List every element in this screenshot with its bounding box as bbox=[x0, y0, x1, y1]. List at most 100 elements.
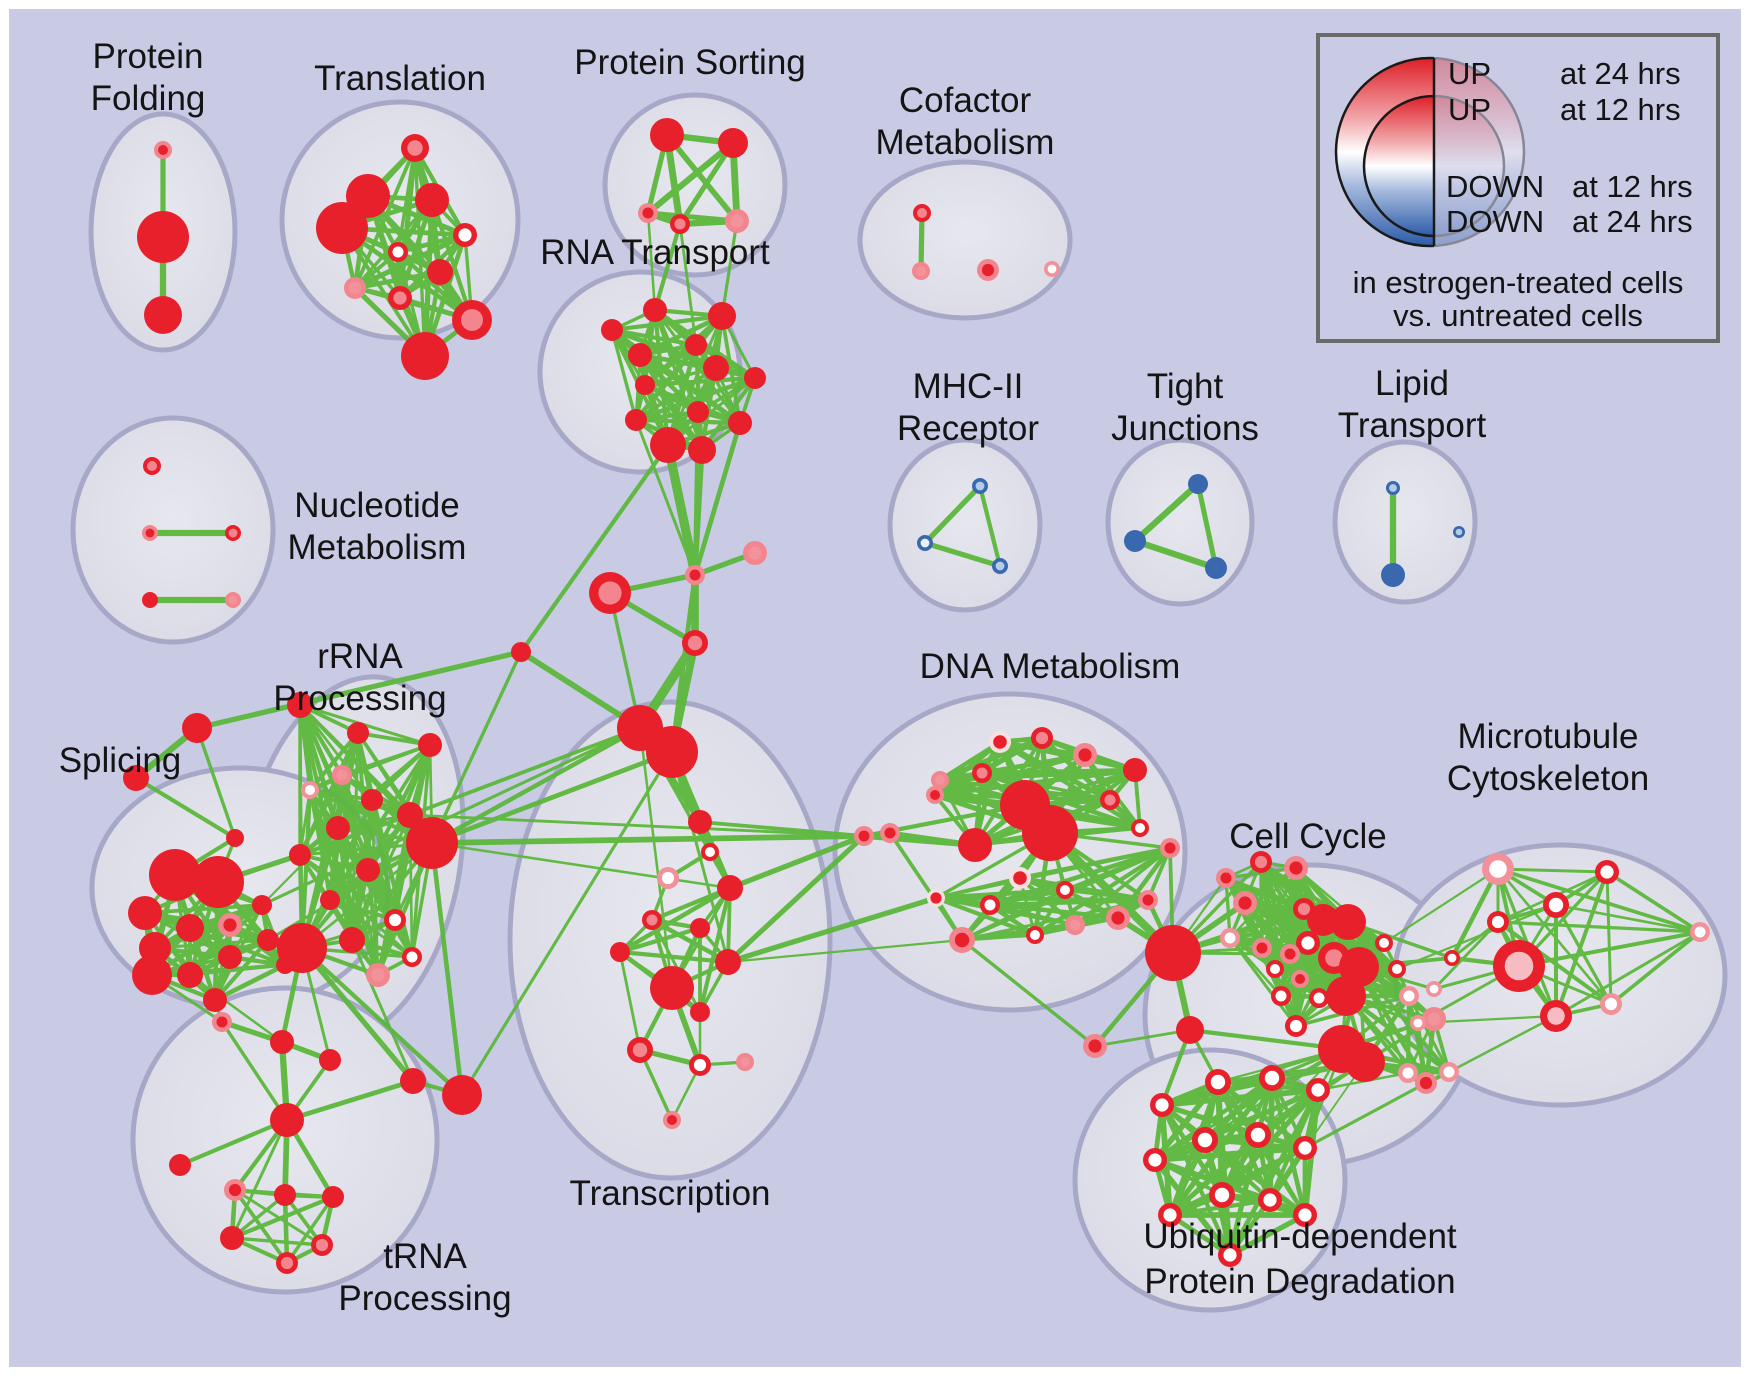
network-node-outer bbox=[361, 789, 383, 811]
network-node-inner bbox=[916, 266, 926, 276]
network-node-outer bbox=[144, 296, 182, 334]
network-edge bbox=[518, 442, 671, 655]
network-edge bbox=[430, 650, 523, 845]
network-edge bbox=[1131, 537, 1220, 572]
network-edge bbox=[646, 211, 657, 312]
network-edge bbox=[1152, 1145, 1308, 1163]
network-edge bbox=[1303, 1081, 1428, 1150]
network-node-inner bbox=[406, 951, 418, 963]
network-node-inner bbox=[1548, 897, 1564, 913]
network-node-inner bbox=[348, 281, 362, 295]
network-node-inner bbox=[1284, 948, 1296, 960]
network-edge bbox=[934, 876, 1022, 900]
network-node-outer bbox=[123, 765, 149, 791]
network-node-inner bbox=[1104, 794, 1116, 806]
network-edge bbox=[669, 572, 698, 755]
network-edge bbox=[408, 813, 866, 838]
cluster-label-lipid-transport: Lipid bbox=[1375, 364, 1449, 403]
legend-time-label: at 12 hrs bbox=[1572, 169, 1693, 204]
network-node-inner bbox=[646, 914, 658, 926]
network-edge bbox=[220, 1020, 289, 1122]
legend-box bbox=[1316, 33, 1720, 343]
network-node-inner bbox=[1298, 1208, 1312, 1222]
network-node-outer bbox=[1188, 474, 1208, 494]
network-edge bbox=[282, 1192, 290, 1266]
network-edge bbox=[677, 140, 736, 227]
network-edge bbox=[1447, 1014, 1558, 1074]
cluster-label-rrna-processing: Processing bbox=[273, 679, 446, 718]
network-node-inner bbox=[158, 145, 168, 155]
legend-stage-label: DOWN bbox=[1446, 169, 1544, 204]
network-node-inner bbox=[1256, 942, 1268, 954]
network-node-inner bbox=[336, 769, 348, 781]
network-edge bbox=[1227, 1212, 1308, 1258]
network-node-inner bbox=[1060, 885, 1070, 895]
network-node-outer bbox=[220, 1226, 244, 1250]
network-node-inner bbox=[461, 309, 483, 331]
network-edge bbox=[229, 1194, 336, 1241]
network-edge bbox=[1346, 920, 1454, 960]
network-edge bbox=[664, 132, 740, 224]
network-edge bbox=[977, 483, 1003, 569]
network-node-inner bbox=[1163, 1208, 1177, 1222]
network-node-inner bbox=[371, 968, 385, 982]
network-edge bbox=[1202, 1087, 1321, 1143]
network-node-inner bbox=[693, 1058, 707, 1072]
network-edge bbox=[336, 826, 380, 977]
network-node-inner bbox=[1155, 1098, 1169, 1112]
network-edge bbox=[299, 945, 465, 1098]
network-node-outer bbox=[688, 436, 716, 464]
network-node-inner bbox=[954, 932, 970, 948]
network-node-inner bbox=[1238, 896, 1252, 910]
network-node-inner bbox=[995, 561, 1005, 571]
network-node-outer bbox=[1145, 925, 1201, 981]
legend-time-label: at 24 hrs bbox=[1560, 56, 1681, 91]
network-edge bbox=[1045, 828, 1178, 958]
network-node-inner bbox=[1301, 936, 1315, 950]
network-node-inner bbox=[1297, 902, 1311, 916]
network-node-inner bbox=[1429, 984, 1439, 994]
cluster-label-protein-folding: Protein bbox=[93, 37, 204, 76]
cluster-label-lipid-transport: Transport bbox=[1338, 406, 1487, 445]
network-node-outer bbox=[1123, 758, 1147, 782]
network-edge bbox=[300, 841, 434, 950]
network-node-inner bbox=[1250, 1127, 1266, 1143]
network-node-inner bbox=[1311, 1083, 1325, 1097]
cluster-label-translation: Translation bbox=[314, 59, 486, 98]
network-node-inner bbox=[1035, 731, 1049, 745]
cluster-label-tight-junctions: Tight bbox=[1147, 367, 1224, 406]
network-edge bbox=[1167, 1212, 1233, 1258]
network-node-inner bbox=[1604, 997, 1618, 1011]
cluster-label-splicing: Splicing bbox=[59, 741, 182, 780]
network-node-inner bbox=[1224, 932, 1236, 944]
network-edge bbox=[1554, 930, 1702, 1018]
network-edge bbox=[230, 1118, 289, 1240]
network-node-outer bbox=[650, 118, 684, 152]
network-edge bbox=[1219, 1087, 1321, 1198]
network-node-inner bbox=[1413, 1018, 1423, 1028]
network-node-outer bbox=[635, 375, 655, 395]
network-edge bbox=[697, 885, 733, 1015]
network-edge bbox=[356, 731, 432, 747]
network-node-outer bbox=[687, 401, 709, 423]
network-edge bbox=[617, 925, 703, 955]
network-edge bbox=[194, 649, 524, 731]
network-node-outer bbox=[418, 733, 442, 757]
network-node-outer bbox=[252, 895, 272, 915]
network-edge bbox=[266, 841, 434, 942]
network-node-outer bbox=[1176, 1016, 1204, 1044]
network-node-outer bbox=[690, 1002, 710, 1022]
network-edge bbox=[1496, 867, 1609, 874]
network-node-inner bbox=[393, 291, 407, 305]
cluster-label-microtubule-cytoskeleton: Cytoskeleton bbox=[1447, 759, 1649, 798]
network-node-outer bbox=[610, 942, 630, 962]
network-node-outer bbox=[320, 890, 340, 910]
network-node-inner bbox=[1313, 992, 1325, 1004]
network-node-inner bbox=[458, 228, 472, 242]
network-node-inner bbox=[1600, 865, 1614, 879]
network-node-inner bbox=[984, 899, 996, 911]
network-node-inner bbox=[1088, 1039, 1102, 1053]
network-edge bbox=[637, 313, 725, 358]
